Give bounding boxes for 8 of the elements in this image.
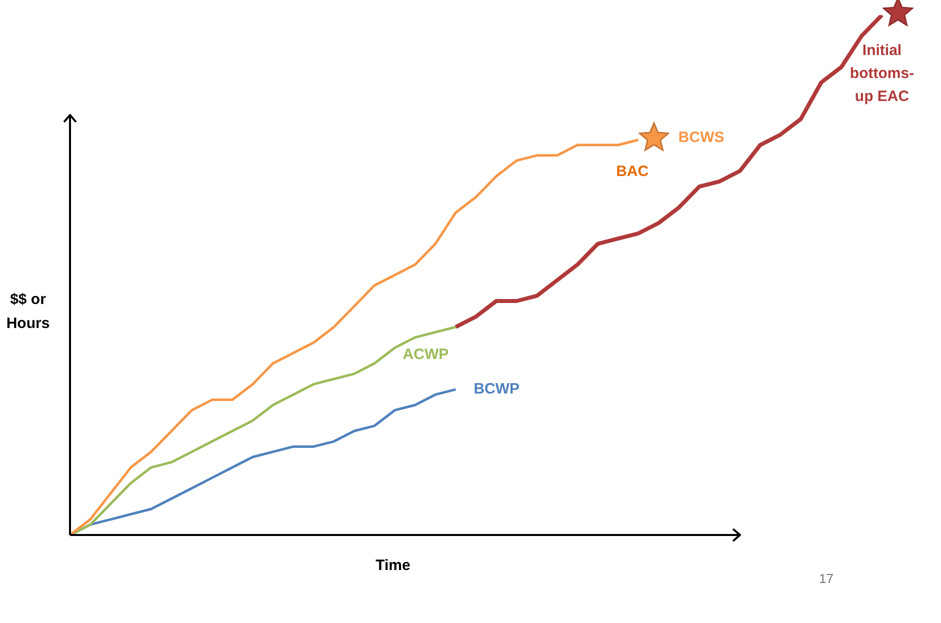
text: 17	[818, 570, 834, 586]
legend-label: BCWS	[678, 128, 724, 146]
series-label: Initial bottoms-up EAC	[850, 42, 914, 106]
annotation: BAC	[616, 163, 649, 180]
y-axis-title: $$ or Hours	[6, 291, 50, 332]
x-axis-title: Time	[376, 557, 410, 574]
series-label: ACWP	[402, 346, 449, 364]
series-label: BCWP	[474, 380, 520, 398]
